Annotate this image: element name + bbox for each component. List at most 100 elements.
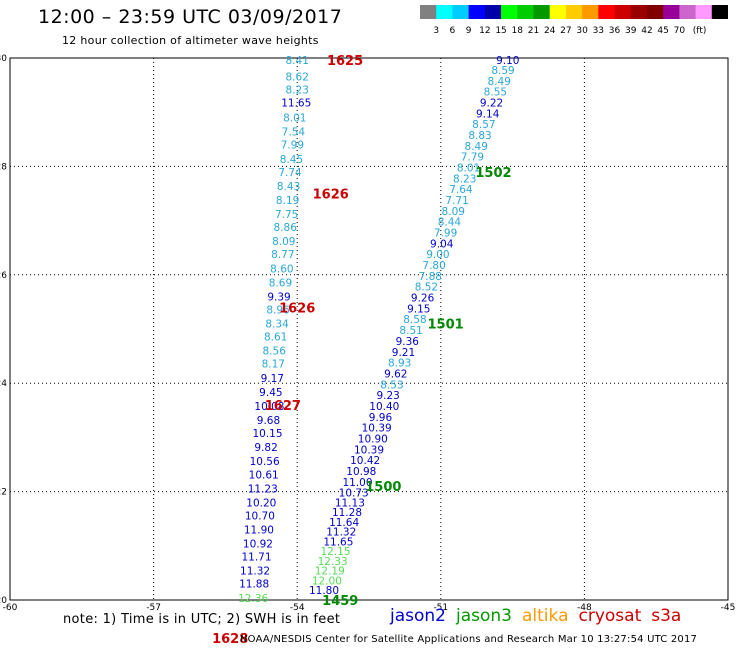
colorbar-swatch bbox=[468, 5, 486, 19]
swh-value-label: 9.00 bbox=[426, 249, 449, 261]
swh-value-label: 10.20 bbox=[246, 497, 276, 509]
x-tick-label: -51 bbox=[433, 603, 448, 613]
swh-value-label: 10.73 bbox=[339, 488, 369, 500]
swh-value-label: 10.15 bbox=[252, 428, 282, 440]
swh-value-label: 12.36 bbox=[238, 593, 268, 605]
swh-value-label: 10.40 bbox=[369, 401, 399, 413]
x-tick-label: -57 bbox=[146, 603, 161, 613]
swh-value-label: 8.96 bbox=[266, 304, 290, 316]
pass-time-label: 1626 bbox=[279, 301, 315, 316]
y-tick-label: 20 bbox=[0, 596, 7, 606]
colorbar-label: 6 bbox=[450, 26, 456, 36]
swh-value-label: 10.39 bbox=[362, 423, 392, 435]
pass-time-label: 1626 bbox=[313, 188, 349, 203]
colorbar-label: 36 bbox=[609, 26, 621, 36]
y-tick-label: 24 bbox=[0, 379, 7, 389]
swh-value-label: 10.08 bbox=[254, 401, 284, 413]
colorbar-swatch bbox=[679, 5, 697, 19]
x-tick-label: -48 bbox=[577, 603, 592, 613]
colorbar-swatch bbox=[598, 5, 616, 19]
swh-value-label: 7.88 bbox=[419, 271, 442, 283]
legend-item-altika: altika bbox=[522, 606, 569, 626]
swh-value-label: 8.51 bbox=[399, 325, 422, 337]
swh-value-label: 8.60 bbox=[270, 263, 293, 275]
swh-value-label: 7.99 bbox=[281, 140, 304, 152]
swh-value-label: 10.90 bbox=[358, 433, 388, 445]
swh-value-label: 12.00 bbox=[312, 575, 342, 587]
swh-value-label: 11.23 bbox=[248, 483, 278, 495]
swh-value-label: 8.61 bbox=[264, 332, 287, 344]
swh-value-label: 7.99 bbox=[434, 228, 457, 240]
colorbar-label: 42 bbox=[641, 26, 652, 36]
colorbar-swatch bbox=[614, 5, 632, 19]
swh-value-label: 8.58 bbox=[403, 314, 426, 326]
swh-value-label: 10.42 bbox=[350, 455, 380, 467]
pass-time-label: 1627 bbox=[265, 399, 301, 414]
swh-value-label: 11.71 bbox=[241, 552, 271, 564]
pass-time-label: 1500 bbox=[365, 480, 401, 495]
colorbar-swatch bbox=[501, 5, 518, 19]
swh-value-label: 7.80 bbox=[422, 260, 445, 272]
swh-value-label: 8.57 bbox=[472, 119, 495, 131]
x-tick-label: -54 bbox=[290, 603, 305, 613]
swh-value-label: 8.62 bbox=[286, 71, 309, 83]
swh-value-label: 11.65 bbox=[281, 97, 311, 109]
swh-value-label: 9.68 bbox=[257, 415, 280, 427]
chart-title: 12:00 – 23:59 UTC 03/09/2017 bbox=[38, 6, 343, 28]
swh-value-label: 8.01 bbox=[457, 162, 480, 174]
swh-value-label: 12.15 bbox=[320, 546, 350, 558]
swh-value-label: 12.19 bbox=[315, 566, 345, 578]
colorbar-label: 12 bbox=[479, 26, 490, 36]
colorbar-label: 24 bbox=[544, 26, 556, 36]
swh-value-label: 8.93 bbox=[388, 358, 411, 370]
swh-value-label: 10.61 bbox=[249, 469, 279, 481]
swh-value-label: 9.21 bbox=[392, 347, 415, 359]
colorbar-label: 15 bbox=[495, 26, 506, 36]
colorbar-swatch bbox=[630, 5, 648, 19]
y-tick-label: 22 bbox=[0, 488, 7, 498]
swh-value-label: 9.36 bbox=[396, 336, 420, 348]
colorbar-swatch bbox=[695, 5, 713, 19]
swh-value-label: 8.41 bbox=[286, 55, 309, 67]
colorbar-swatch bbox=[663, 5, 680, 19]
colorbar-swatch bbox=[646, 5, 664, 19]
chart-note: note: 1) Time is in UTC; 2) SWH is in fe… bbox=[63, 612, 341, 627]
colorbar-swatch bbox=[549, 5, 567, 19]
swh-value-label: 7.75 bbox=[275, 209, 298, 221]
swh-value-label: 10.98 bbox=[346, 466, 376, 478]
y-tick-label: 26 bbox=[0, 271, 7, 281]
swh-value-label: 7.74 bbox=[278, 167, 302, 179]
swh-value-label: 8.19 bbox=[276, 195, 299, 207]
swh-value-label: 11.00 bbox=[342, 477, 372, 489]
swh-value-label: 8.77 bbox=[271, 249, 294, 261]
satellite-legend: jason2 jason3 altika cryosat s3a bbox=[390, 606, 691, 626]
swh-value-label: 9.96 bbox=[369, 412, 393, 424]
legend-item-jason2: jason2 bbox=[390, 606, 446, 626]
swh-value-label: 8.45 bbox=[280, 154, 303, 166]
y-tick-label: 30 bbox=[0, 54, 7, 64]
colorbar-label: 21 bbox=[528, 26, 539, 36]
pass-time-label: 1501 bbox=[427, 318, 463, 333]
pass-time-label: 1628 bbox=[212, 632, 248, 647]
colorbar-swatch bbox=[517, 5, 534, 19]
colorbar-swatch bbox=[582, 5, 599, 19]
swh-value-label: 11.90 bbox=[244, 525, 274, 537]
swh-value-label: 8.01 bbox=[283, 113, 306, 125]
pass-time-label: 1625 bbox=[327, 54, 363, 69]
colorbar-swatch bbox=[420, 5, 437, 19]
colorbar-swatch bbox=[436, 5, 453, 19]
legend-item-jason3: jason3 bbox=[456, 606, 512, 626]
colorbar-label: 45 bbox=[657, 26, 668, 36]
swh-value-label: 12.33 bbox=[318, 556, 348, 568]
colorbar-label: 3 bbox=[433, 26, 439, 36]
colorbar-swatch bbox=[711, 5, 728, 19]
swh-value-label: 11.80 bbox=[309, 585, 339, 597]
swh-value-label: 7.54 bbox=[282, 127, 306, 139]
swh-value-label: 8.09 bbox=[442, 206, 465, 218]
swh-value-label: 9.17 bbox=[261, 373, 284, 385]
swh-value-label: 9.82 bbox=[254, 442, 277, 454]
swh-value-label: 8.23 bbox=[286, 84, 309, 96]
swh-value-label: 8.86 bbox=[274, 222, 298, 234]
swh-value-label: 11.28 bbox=[332, 507, 362, 519]
